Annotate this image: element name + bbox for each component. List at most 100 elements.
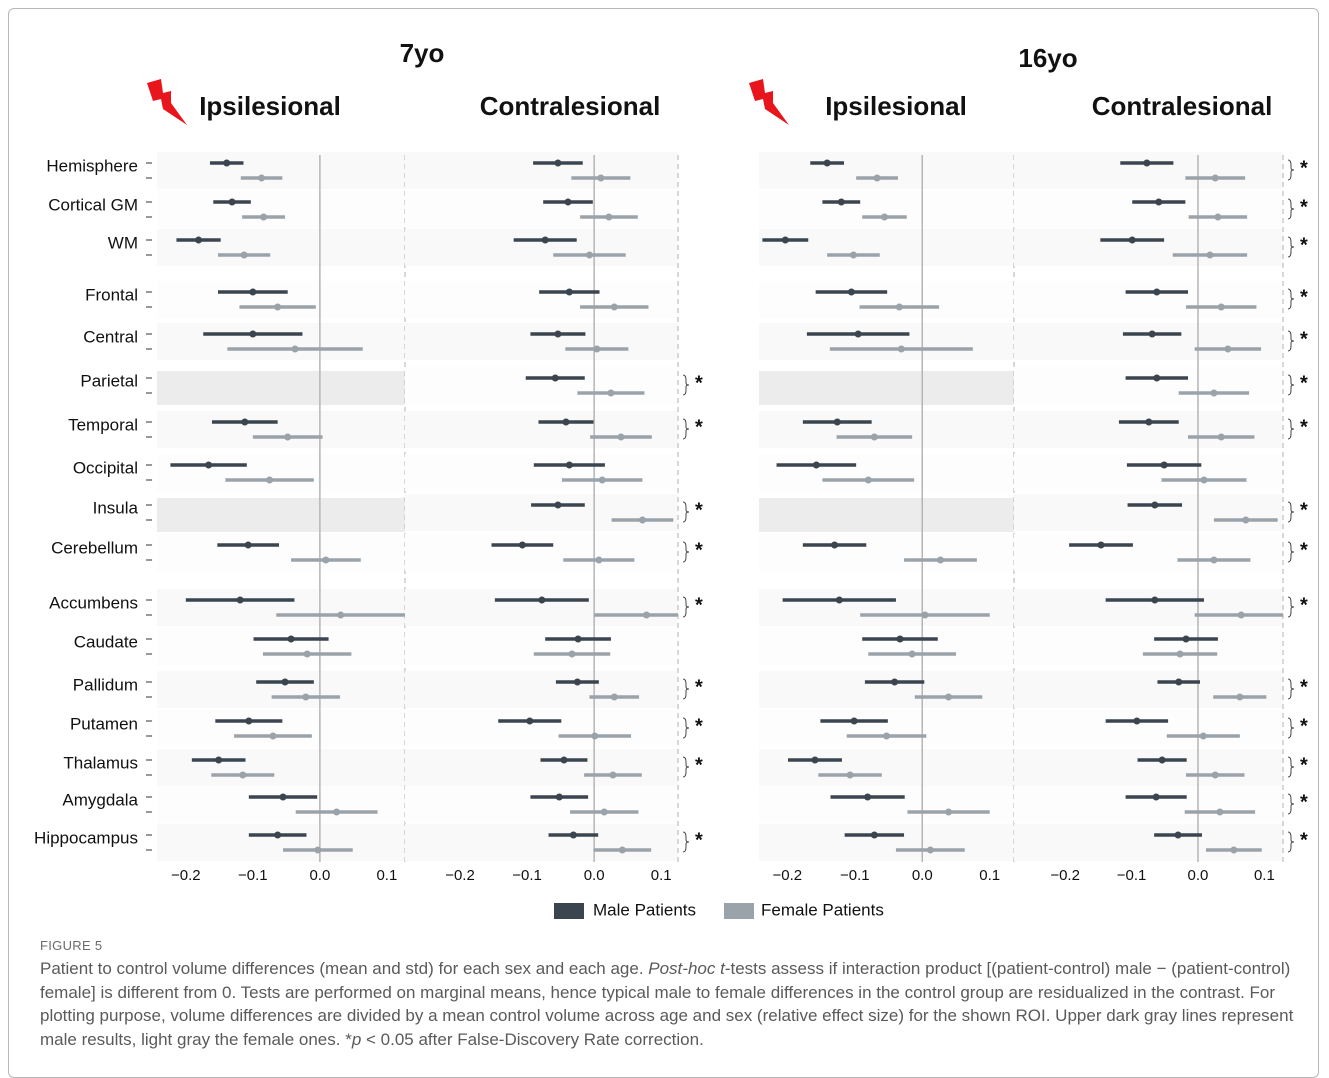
mean-point [279,793,287,801]
mean-point [823,159,831,167]
x-tick-label: 0.0 [309,867,330,884]
row-band [405,191,678,228]
row-band [1014,494,1283,531]
mean-point [205,461,213,469]
mean-point [926,846,934,854]
mean-point [1210,556,1218,564]
mean-point [936,556,944,564]
mean-point [554,159,562,167]
panel-title: Ipsilesional [199,91,341,121]
mean-point [880,213,888,221]
mean-point [1175,678,1183,686]
caption-text: -tests assess if interaction product [(p… [40,959,1294,1049]
x-tick-label: 0.0 [1188,867,1209,884]
significance-brace [1287,330,1295,352]
mean-point [241,418,249,426]
mean-point [595,556,603,564]
mean-point [562,418,570,426]
mean-point [1199,732,1207,740]
x-tick-label: 0.0 [584,867,605,884]
significance-brace [682,756,690,778]
row-band [759,786,1014,823]
x-tick-label: 0.0 [912,867,933,884]
row-band [405,589,678,626]
row-band [1014,824,1283,861]
row-band [157,281,405,318]
group-title: 7yo [400,38,445,68]
significance-brace [682,831,690,853]
mean-point [617,433,625,441]
significance-brace [682,501,690,523]
mean-point [260,213,268,221]
mean-point [337,611,345,619]
mean-point [837,198,845,206]
mean-point [240,251,248,259]
significance-brace [682,374,690,396]
significance-brace [1287,501,1295,523]
mean-point [303,650,311,658]
mean-point [870,831,878,839]
group-title: 16yo [1018,43,1077,73]
caption-text: Post-hoc t [648,959,725,978]
mean-point [568,650,576,658]
mean-point [302,693,310,701]
mean-point [287,635,295,643]
significance-brace [1287,541,1295,563]
mean-point [1224,345,1232,353]
mean-point [1097,541,1105,549]
row-band [405,411,678,448]
mean-point [333,808,341,816]
mean-point [258,174,266,182]
mean-point [847,288,855,296]
mean-point [239,771,247,779]
x-tick-label: −0.2 [1050,867,1080,884]
mean-point [574,635,582,643]
row-band [157,824,405,861]
x-tick-label: −0.2 [773,867,803,884]
row-band [157,411,405,448]
row-band [157,628,405,665]
significance-star: * [1300,676,1308,698]
significance-star: * [1300,829,1308,851]
missing-row [759,371,1014,405]
mean-point [1174,831,1182,839]
significance-star: * [695,754,703,776]
chart: Male Patients Female Patients Hemisphere… [34,38,1308,920]
significance-star: * [1300,328,1308,350]
mean-point [266,476,274,484]
mean-point [284,433,292,441]
row-band [759,281,1014,318]
mean-point [850,717,858,725]
row-band [1014,749,1283,786]
mean-point [245,717,253,725]
row-band [405,323,678,360]
caption: Patient to control volume differences (m… [40,957,1308,1051]
mean-point [244,541,252,549]
significance-star: * [695,829,703,851]
mean-point [1200,476,1208,484]
significance-brace [1287,596,1295,618]
row-band [405,229,678,266]
significance-brace [1287,374,1295,396]
mean-point [538,596,546,604]
row-band [1014,191,1283,228]
caption-text: < 0.05 after False-Discovery Rate correc… [361,1029,704,1049]
mean-point [1145,418,1153,426]
row-band [405,494,678,531]
mean-point [269,732,277,740]
x-tick-label: −0.2 [171,867,201,884]
row-band [1014,323,1283,360]
significance-brace [1287,198,1295,220]
legend-label: Female Patients [761,900,884,919]
y-tick-label: Temporal [68,415,138,434]
mean-point [526,717,534,725]
row-band [157,152,405,189]
mean-point [518,541,526,549]
x-tick-label: −0.1 [1117,867,1147,884]
y-tick-label: Putamen [70,714,138,733]
mean-point [605,213,613,221]
mean-point [891,678,899,686]
row-band [759,824,1014,861]
significance-star: * [1300,499,1308,521]
mean-point [908,650,916,658]
